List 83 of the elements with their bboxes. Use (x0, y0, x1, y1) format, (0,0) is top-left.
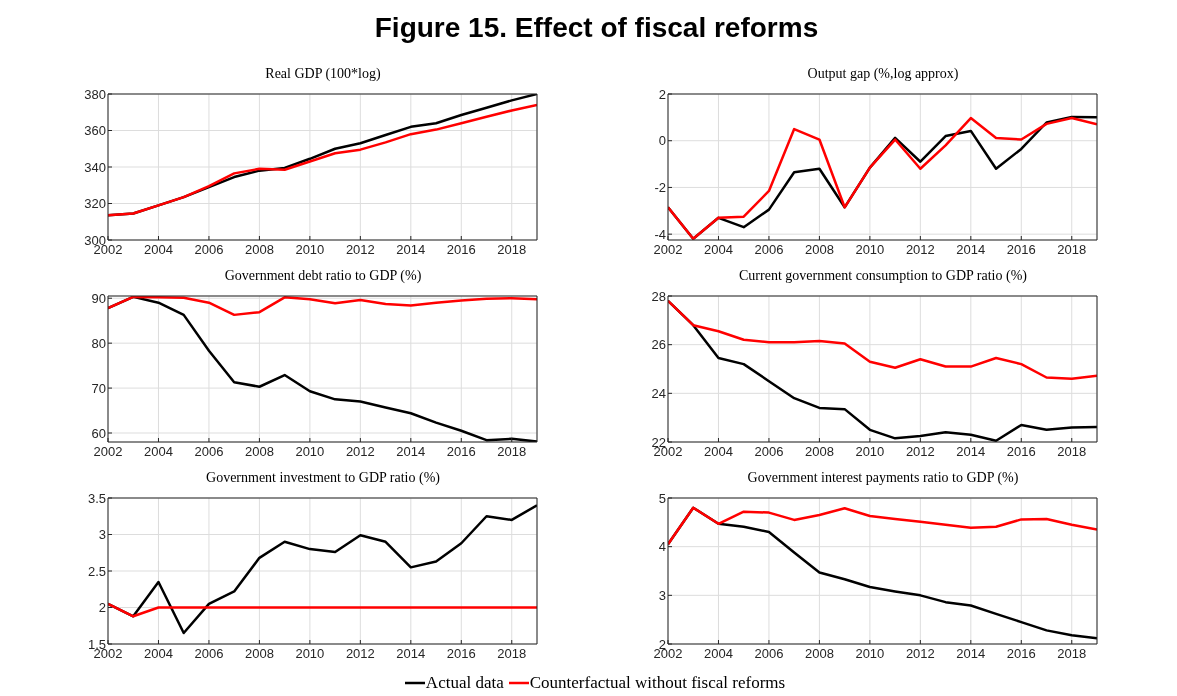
y-tick-label: 0 (658, 133, 666, 149)
x-tick-label: 2014 (396, 242, 426, 258)
y-tick-label: -2 (654, 180, 666, 196)
x-tick-label: 2006 (754, 646, 784, 662)
x-tick-label: 2010 (855, 646, 885, 662)
x-tick-label: 2008 (804, 646, 834, 662)
x-tick-label: 2016 (1006, 646, 1036, 662)
chart-title: Output gap (%,log approx) (806, 66, 960, 83)
x-tick-label: 2018 (1057, 444, 1087, 460)
legend-label: Counterfactual without fiscal reforms (529, 673, 786, 693)
x-tick-label: 2004 (704, 646, 733, 662)
x-tick-label: 2002 (93, 444, 123, 460)
y-tick-label: 4 (658, 539, 666, 555)
y-tick-label: 3 (98, 527, 106, 543)
x-tick-label: 2004 (144, 646, 173, 662)
x-tick-label: 2004 (144, 242, 173, 258)
y-tick-label: 340 (84, 159, 106, 175)
y-tick-label: -4 (654, 226, 666, 242)
y-tick-label: 360 (84, 123, 106, 139)
y-tick-label: 28 (651, 288, 666, 304)
x-tick-label: 2016 (1006, 242, 1036, 258)
x-tick-label: 2012 (905, 444, 935, 460)
x-tick-label: 2008 (244, 646, 274, 662)
y-tick-label: 80 (91, 335, 106, 351)
chart-title: Government debt ratio to GDP (%) (223, 268, 423, 285)
y-tick-label: 26 (651, 337, 666, 353)
y-tick-label: 2 (658, 86, 666, 102)
x-tick-label: 2008 (244, 444, 274, 460)
x-tick-label: 2016 (1006, 444, 1036, 460)
chart-title: Current government consumption to GDP ratio (%) (738, 268, 1028, 285)
x-tick-label: 2008 (804, 242, 834, 258)
y-tick-label: 320 (84, 196, 106, 212)
y-tick-label: 90 (91, 290, 106, 306)
x-tick-label: 2014 (956, 646, 986, 662)
y-tick-label: 60 (91, 425, 106, 441)
x-tick-label: 2008 (804, 444, 834, 460)
y-tick-label: 380 (84, 86, 106, 102)
x-tick-label: 2016 (446, 242, 476, 258)
chart-title: Government interest payments ratio to GDP (%) (746, 470, 1020, 487)
y-tick-label: 2 (98, 600, 106, 616)
x-tick-label: 2012 (345, 646, 375, 662)
chart-title: Government investment to GDP ratio (%) (205, 470, 441, 487)
chart-title: Real GDP (100*log) (264, 66, 382, 83)
x-tick-label: 2014 (396, 444, 426, 460)
x-tick-label: 2002 (653, 242, 683, 258)
y-tick-label: 5 (658, 490, 666, 506)
y-tick-label: 3.5 (87, 490, 106, 506)
x-tick-label: 2010 (295, 646, 325, 662)
x-tick-label: 2014 (396, 646, 426, 662)
x-tick-label: 2012 (345, 242, 375, 258)
x-tick-label: 2006 (754, 242, 784, 258)
x-tick-label: 2018 (1057, 242, 1087, 258)
x-tick-label: 2010 (855, 242, 885, 258)
y-tick-label: 2.5 (87, 563, 106, 579)
x-tick-label: 2018 (497, 646, 527, 662)
x-tick-label: 2004 (144, 444, 173, 460)
line-series (668, 299, 1097, 380)
x-tick-label: 2016 (446, 444, 476, 460)
x-tick-label: 2018 (497, 444, 527, 460)
x-tick-label: 2010 (295, 444, 325, 460)
y-tick-label: 70 (91, 380, 106, 396)
legend-label: Actual data (425, 673, 504, 693)
x-tick-label: 2012 (905, 242, 935, 258)
x-tick-label: 2012 (905, 646, 935, 662)
y-tick-label: 24 (651, 385, 666, 401)
x-tick-label: 2016 (446, 646, 476, 662)
x-tick-label: 2014 (956, 242, 986, 258)
x-tick-label: 2006 (194, 646, 224, 662)
x-tick-label: 2006 (194, 242, 224, 258)
x-tick-label: 2018 (1057, 646, 1087, 662)
x-tick-label: 2006 (194, 444, 224, 460)
line-series (668, 506, 1097, 546)
x-tick-label: 2010 (295, 242, 325, 258)
x-tick-label: 2010 (855, 444, 885, 460)
x-tick-label: 2018 (497, 242, 527, 258)
x-tick-label: 2004 (704, 242, 733, 258)
y-tick-label: 3 (658, 587, 666, 603)
x-tick-label: 2014 (956, 444, 986, 460)
x-tick-label: 2008 (244, 242, 274, 258)
caption: Figure 15. Effect of fiscal reforms (373, 12, 820, 44)
x-tick-label: 2006 (754, 444, 784, 460)
x-tick-label: 2004 (704, 444, 733, 460)
x-tick-label: 2012 (345, 444, 375, 460)
